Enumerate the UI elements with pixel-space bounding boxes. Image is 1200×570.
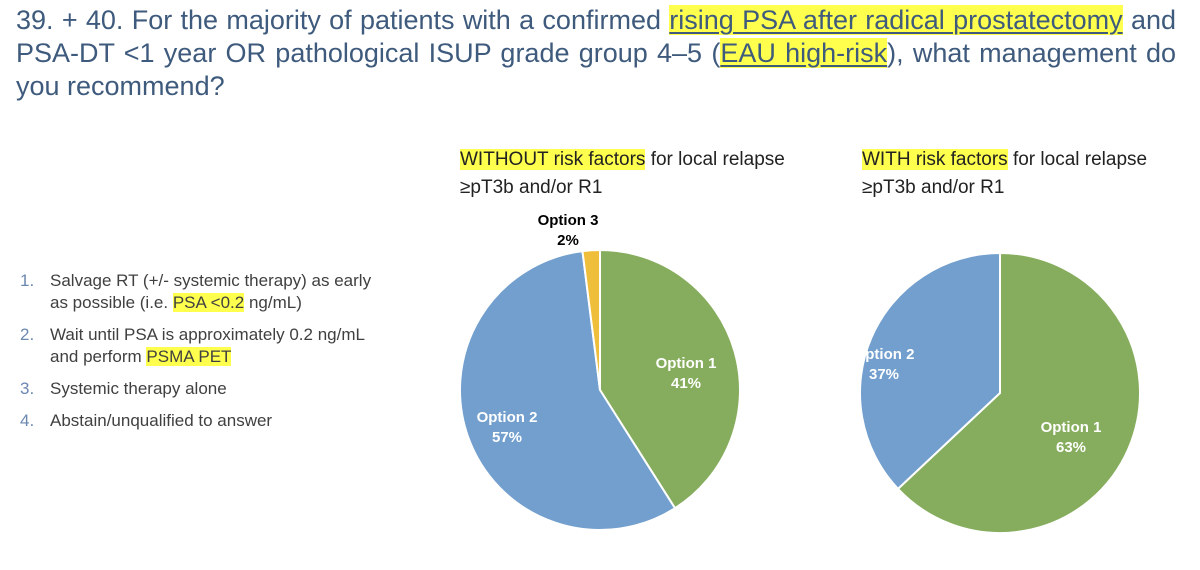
question-text-mid: and PSA-DT <1 year OR pathological ISUP … <box>16 5 1176 68</box>
question-text-prefix: 39. + 40. For the majority of patients w… <box>16 5 670 35</box>
highlight-rising-psa: rising PSA after radical prostatectomy <box>669 5 1123 35</box>
slice-percent-label: 57% <box>492 429 522 446</box>
pie-chart-with-risk: Option 1 63% Option 2 37% <box>854 251 1141 534</box>
highlight-psa-threshold: PSA <0.2 <box>172 293 245 312</box>
chart-title-without-risk: WITHOUT risk factors for local relapse ≥… <box>460 146 800 202</box>
slice-name-label: Option 2 <box>477 409 538 426</box>
highlight-with-risk: WITH risk factors <box>862 149 1008 170</box>
option-number: 4. <box>20 411 35 430</box>
answer-option-2: 2. Wait until PSA is approximately 0.2 n… <box>20 324 380 368</box>
option-text: Systemic therapy alone <box>50 379 227 398</box>
slice-percent-label: 2% <box>557 232 579 249</box>
highlight-without-risk: WITHOUT risk factors <box>460 149 646 170</box>
slice-name-label: Option 1 <box>656 355 717 372</box>
pie-slice-option-3 <box>581 248 601 391</box>
pie-chart-without-risk: Option 1 41% Option 2 57% Option 3 2% <box>459 212 741 531</box>
chart-title-with-risk: WITH risk factors for local relapse ≥pT3… <box>862 146 1182 202</box>
chart-title-rest: for local relapse ≥pT3b and/or R1 <box>862 149 1148 198</box>
answer-option-3: 3. Systemic therapy alone <box>20 378 380 400</box>
answer-options-list: 1. Salvage RT (+/- systemic therapy) as … <box>20 270 380 442</box>
option-number: 1. <box>20 271 35 290</box>
question-title: 39. + 40. For the majority of patients w… <box>16 4 1176 103</box>
slice-percent-label: 37% <box>869 366 899 383</box>
option-number: 2. <box>20 325 35 344</box>
pie-slice-option-2 <box>858 251 1001 491</box>
option-text: Wait until PSA is approximately 0.2 ng/m… <box>50 325 365 366</box>
slice-name-label: Option 3 <box>538 212 599 229</box>
slice-name-label: Option 2 <box>854 346 915 363</box>
highlight-psma-pet: PSMA PET <box>146 347 232 366</box>
highlight-eau-high-risk: EAU high-risk <box>720 38 888 68</box>
slice-percent-label: 41% <box>671 375 701 392</box>
chart-title-rest: for local relapse ≥pT3b and/or R1 <box>460 149 785 198</box>
slice-percent-label: 63% <box>1056 439 1086 456</box>
answer-option-4: 4. Abstain/unqualified to answer <box>20 410 380 432</box>
pie-slice-option-1 <box>896 251 1141 534</box>
option-text: Salvage RT (+/- systemic therapy) as ear… <box>50 271 372 312</box>
option-text: Abstain/unqualified to answer <box>50 411 273 430</box>
slice-name-label: Option 1 <box>1041 419 1102 436</box>
pie-slice-option-2 <box>459 249 677 531</box>
answer-option-1: 1. Salvage RT (+/- systemic therapy) as … <box>20 270 380 314</box>
option-number: 3. <box>20 379 35 398</box>
question-text-suffix: ), what management do you recommend? <box>16 38 1176 101</box>
